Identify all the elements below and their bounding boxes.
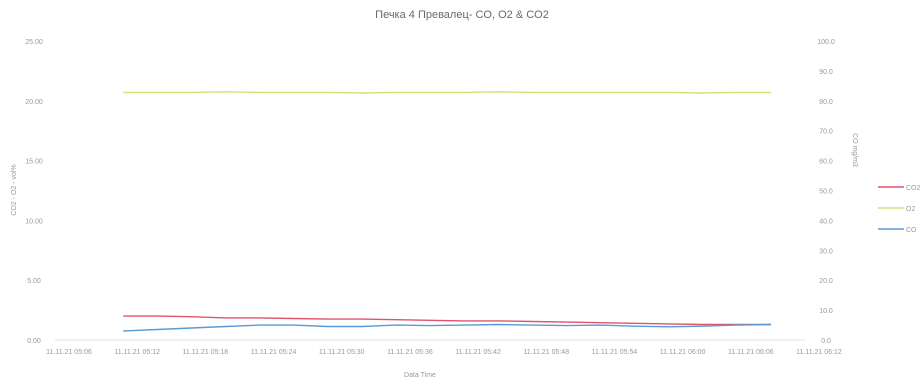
right-tick-label: 100.0 (817, 39, 835, 46)
chart-title: Печка 4 Превалец- CO, O2 & CO2 (375, 9, 549, 21)
right-tick-label: 10.0 (819, 308, 833, 315)
x-tick-label: 11.11.21 05:18 (183, 349, 229, 356)
legend: CO2 O2 CO (878, 185, 921, 234)
x-tick-label: 11.11.21 05:54 (592, 349, 638, 356)
right-axis: 0.0 10.0 20.0 30.0 40.0 50.0 60.0 70.0 80.0 90.0 1… (817, 39, 835, 345)
legend-label: CO (906, 227, 917, 234)
series-line-co2 (123, 315, 771, 326)
left-tick-label: 20.00 (25, 99, 43, 106)
legend-label: O2 (906, 206, 915, 213)
right-tick-label: 20.0 (819, 278, 833, 285)
x-tick-label: 11.11.21 05:24 (251, 349, 297, 356)
left-tick-label: 15.00 (25, 159, 43, 166)
left-tick-label: 10.00 (25, 218, 43, 225)
right-tick-label: 30.0 (819, 248, 833, 255)
x-tick-label: 11.11.21 05:06 (46, 349, 92, 356)
left-axis-label: CO2 - O2 - vol% (11, 164, 18, 215)
x-axis-label: Data Time (404, 372, 436, 379)
left-tick-label: 25.00 (25, 39, 43, 46)
right-tick-label: 80.0 (819, 99, 833, 106)
right-tick-label: 40.0 (819, 218, 833, 225)
right-axis-label: CO mg/m3 (851, 133, 858, 167)
x-axis: 11.11.21 05:06 11.11.21 05:12 11.11.21 05:… (46, 349, 842, 356)
x-tick-label: 11.11.21 05:36 (387, 349, 433, 356)
series-line-o2 (123, 91, 771, 94)
right-tick-label: 60.0 (819, 159, 833, 166)
series-lines (123, 91, 771, 332)
right-tick-label: 90.0 (819, 69, 833, 76)
x-tick-label: 11.11.21 06:12 (796, 349, 842, 356)
x-tick-label: 11.11.21 05:30 (319, 349, 365, 356)
right-tick-label: 70.0 (819, 129, 833, 136)
x-tick-label: 11.11.21 05:48 (523, 349, 569, 356)
left-tick-label: 0.00 (27, 338, 41, 345)
series-line-co (123, 323, 771, 332)
legend-label: CO2 (906, 185, 921, 192)
x-tick-label: 11.11.21 05:42 (455, 349, 501, 356)
left-axis: 0.00 5.00 10.00 15.00 20.00 25.00 (25, 39, 43, 345)
right-tick-label: 0.0 (821, 338, 831, 345)
left-tick-label: 5.00 (27, 278, 41, 285)
right-tick-label: 50.0 (819, 189, 833, 196)
x-tick-label: 11.11.21 06:06 (728, 349, 774, 356)
x-tick-label: 11.11.21 06:00 (660, 349, 706, 356)
x-tick-label: 11.11.21 05:12 (114, 349, 160, 356)
